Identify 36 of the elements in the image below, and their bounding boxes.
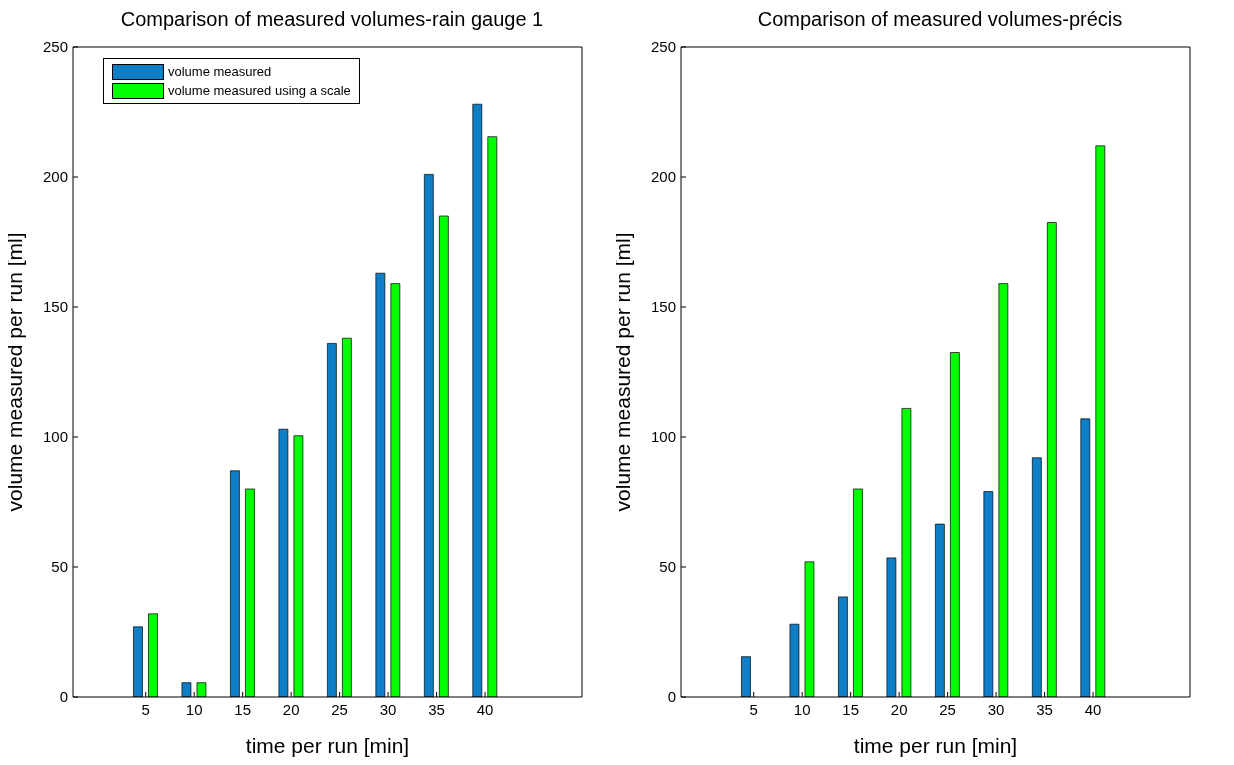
x-tick-label: 25 [331, 700, 348, 718]
y-tick-label: 50 [51, 558, 68, 576]
y-axis-title: volume measured per run [ml] [611, 232, 635, 512]
x-tick-label: 30 [987, 700, 1005, 718]
y-tick-label: 250 [650, 38, 676, 56]
y-tick-label: 0 [59, 688, 68, 706]
x-tick-label: 15 [234, 700, 252, 718]
x-tick-label: 5 [749, 700, 758, 718]
x-tick-label: 5 [141, 700, 150, 718]
y-tick-label: 100 [42, 428, 68, 446]
x-tick-label: 20 [282, 700, 300, 718]
y-axis-title: volume measured per run [ml] [3, 232, 27, 512]
y-tick-label: 0 [667, 688, 676, 706]
x-tick-label: 40 [476, 700, 494, 718]
x-axis-title: time per run [min] [853, 734, 1018, 757]
y-tick-label: 250 [42, 38, 68, 56]
x-tick-label: 30 [379, 700, 397, 718]
x-tick-label: 25 [939, 700, 956, 718]
y-tick-label: 200 [650, 168, 676, 186]
y-tick-label: 100 [650, 428, 676, 446]
legend-label: volume measured using a scale [168, 82, 351, 100]
y-tick-label: 150 [650, 298, 676, 316]
x-tick-label: 10 [793, 700, 811, 718]
y-tick-label: 200 [42, 168, 68, 186]
chart-title: Comparison of measured volumes-rain gauge 1 [119, 8, 545, 31]
x-tick-label: 10 [185, 700, 203, 718]
x-tick-label: 40 [1084, 700, 1102, 718]
chart-title: Comparison of measured volumes-précis [756, 8, 1124, 31]
x-axis-title: time per run [min] [245, 734, 410, 757]
x-tick-label: 20 [890, 700, 908, 718]
legend-label: volume measured [168, 63, 272, 81]
y-tick-label: 150 [42, 298, 68, 316]
x-tick-label: 15 [842, 700, 860, 718]
y-tick-label: 50 [659, 558, 676, 576]
x-tick-label: 35 [428, 700, 445, 718]
x-tick-label: 35 [1036, 700, 1053, 718]
